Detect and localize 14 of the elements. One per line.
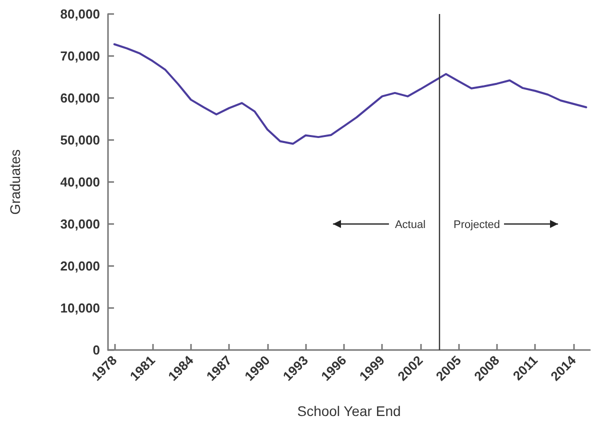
- y-tick-label: 50,000: [60, 132, 100, 148]
- y-tick-label: 0: [92, 342, 100, 358]
- y-tick-label: 40,000: [60, 174, 100, 190]
- x-axis-title: School Year End: [297, 403, 401, 419]
- line-series: [113, 43, 588, 145]
- y-tick-label: 80,000: [60, 6, 100, 22]
- annotation: Projected: [454, 219, 500, 231]
- y-tick-label: 60,000: [60, 90, 100, 106]
- y-tick-label: 10,000: [60, 300, 100, 316]
- annotation: Actual: [394, 219, 426, 231]
- y-tick-label: 70,000: [60, 48, 100, 64]
- y-tick-label: 20,000: [60, 258, 100, 274]
- y-axis-title: Graduates: [7, 149, 23, 215]
- y-tick-label: 30,000: [60, 216, 100, 232]
